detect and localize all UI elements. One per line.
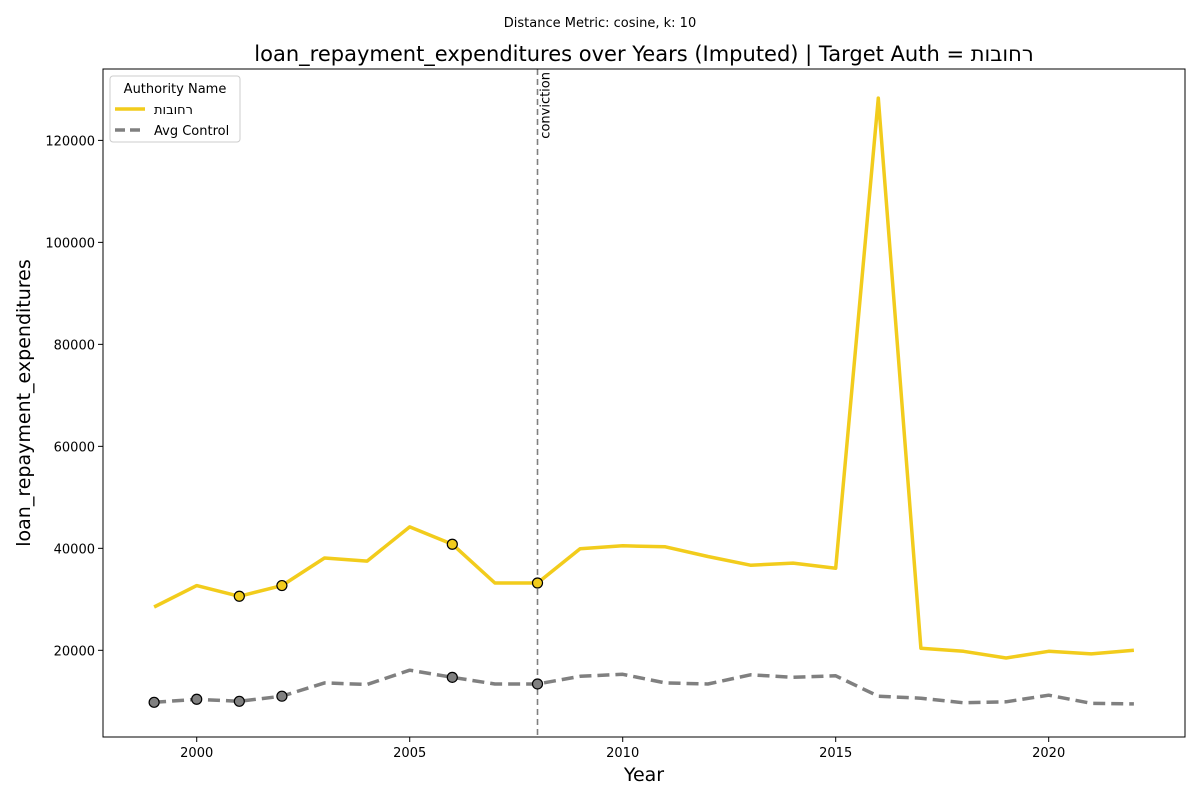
marker-avg-control — [233, 695, 245, 707]
x-tick-label: 2020 — [1032, 746, 1065, 761]
x-tick-label: 2000 — [180, 746, 213, 761]
series-line-avg-control — [153, 668, 1134, 706]
y-tick-label: 20000 — [54, 644, 95, 659]
x-tick-label: 2005 — [393, 746, 426, 761]
marker-avg-control — [148, 696, 160, 708]
marker-rehovot — [276, 579, 288, 592]
y-axis-label: loan_repayment_expenditures — [13, 259, 35, 547]
y-tick-label: 80000 — [54, 338, 95, 353]
marker-rehovot — [531, 577, 544, 589]
legend-box — [109, 75, 241, 143]
x-tick-label: 2010 — [606, 746, 639, 761]
axes-frame — [102, 68, 1186, 738]
marker-avg-control — [276, 690, 288, 702]
chart-suptitle: Distance Metric: cosine, k: 10 — [504, 16, 696, 31]
x-axis-ticks: 2000 2005 2010 2015 2020 — [180, 737, 1065, 761]
y-tick-label: 120000 — [45, 134, 95, 149]
marker-avg-control — [446, 671, 458, 683]
plot-area: conviction — [148, 69, 1135, 737]
y-tick-label: 100000 — [45, 236, 95, 251]
y-tick-label: 60000 — [54, 440, 95, 455]
marker-rehovot — [233, 590, 245, 602]
x-tick-label: 2015 — [819, 746, 852, 761]
marker-avg-control — [531, 678, 544, 690]
y-axis-ticks: 20000 40000 60000 80000 100000 120000 — [45, 134, 103, 659]
conviction-label: conviction — [539, 72, 554, 139]
marker-rehovot — [446, 538, 458, 550]
legend-title: Authority Name — [124, 82, 227, 97]
legend: Authority Name רחובות Avg Control — [109, 75, 241, 143]
chart-title: loan_repayment_expenditures over Years (… — [254, 42, 1033, 67]
series-line-rehovot — [153, 96, 1135, 660]
marker-avg-control — [191, 693, 203, 705]
legend-label-rehovot: רחובות — [154, 103, 193, 118]
legend-label-avg-control: Avg Control — [154, 124, 229, 139]
y-tick-label: 40000 — [54, 542, 95, 557]
x-axis-label: Year — [623, 764, 664, 786]
